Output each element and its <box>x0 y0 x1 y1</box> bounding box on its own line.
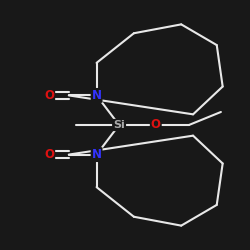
Text: N: N <box>92 148 102 161</box>
Text: O: O <box>44 89 54 102</box>
Text: O: O <box>44 148 54 161</box>
Text: Si: Si <box>113 120 125 130</box>
Text: O: O <box>151 118 161 132</box>
Text: N: N <box>92 89 102 102</box>
